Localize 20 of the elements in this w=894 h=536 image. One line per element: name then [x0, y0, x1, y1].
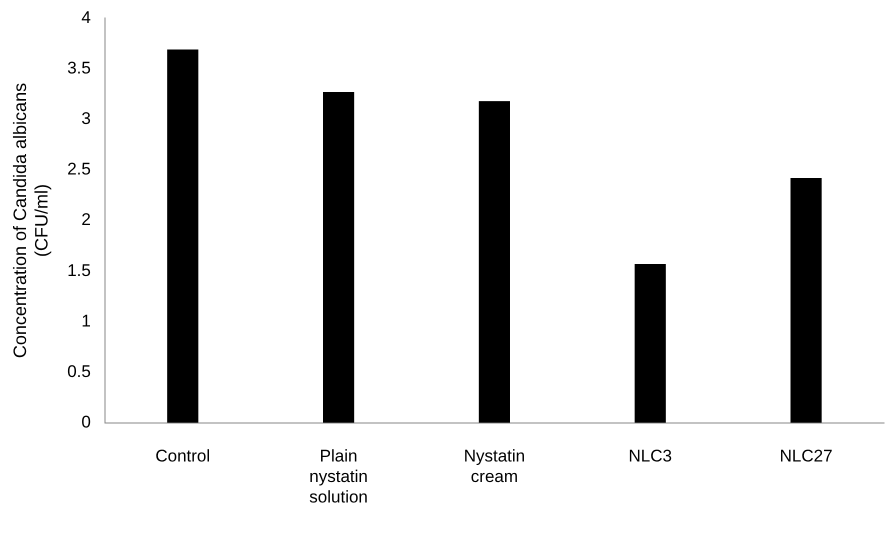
y-tick-label: 0.5 [67, 362, 91, 381]
x-tick-label: Nystatin cream [464, 446, 526, 486]
x-tick-label: NLC27 [780, 446, 833, 466]
y-axis-title: Concentration of Candida albicans (CFU/ml) [10, 82, 52, 358]
y-tick-label: 3.5 [67, 58, 91, 78]
y-tick-label: 3 [81, 109, 91, 128]
x-tick-label: Plain nystatin solution [309, 446, 368, 506]
bar [790, 178, 822, 423]
y-tick-label: 0 [81, 412, 91, 432]
x-tick-label: NLC3 [628, 446, 672, 466]
y-tick-label: 1 [81, 311, 91, 330]
y-tick-label: 4 [81, 8, 91, 27]
x-tick-label: Control [155, 446, 210, 466]
y-tick-label: 2.5 [67, 160, 91, 179]
bar [634, 264, 666, 423]
bar [323, 92, 354, 423]
bar [167, 50, 198, 423]
y-tick-label: 2 [81, 210, 91, 230]
y-tick-label: 1.5 [67, 260, 91, 280]
bar [478, 101, 510, 423]
